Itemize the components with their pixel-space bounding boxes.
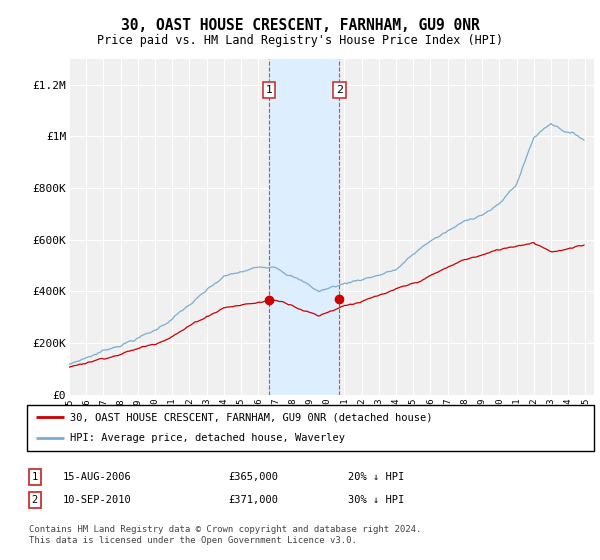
Text: 15-AUG-2006: 15-AUG-2006 bbox=[63, 472, 132, 482]
Text: 30% ↓ HPI: 30% ↓ HPI bbox=[348, 495, 404, 505]
Text: 30, OAST HOUSE CRESCENT, FARNHAM, GU9 0NR: 30, OAST HOUSE CRESCENT, FARNHAM, GU9 0N… bbox=[121, 18, 479, 33]
Text: Contains HM Land Registry data © Crown copyright and database right 2024.
This d: Contains HM Land Registry data © Crown c… bbox=[29, 525, 421, 545]
Text: £371,000: £371,000 bbox=[228, 495, 278, 505]
Text: 1: 1 bbox=[32, 472, 38, 482]
Text: 2: 2 bbox=[336, 85, 343, 95]
FancyBboxPatch shape bbox=[27, 405, 594, 451]
Text: 1: 1 bbox=[266, 85, 272, 95]
Text: £365,000: £365,000 bbox=[228, 472, 278, 482]
Text: 20% ↓ HPI: 20% ↓ HPI bbox=[348, 472, 404, 482]
Text: HPI: Average price, detached house, Waverley: HPI: Average price, detached house, Wave… bbox=[70, 433, 344, 444]
Text: 10-SEP-2010: 10-SEP-2010 bbox=[63, 495, 132, 505]
Text: 30, OAST HOUSE CRESCENT, FARNHAM, GU9 0NR (detached house): 30, OAST HOUSE CRESCENT, FARNHAM, GU9 0N… bbox=[70, 412, 432, 422]
Text: 2: 2 bbox=[32, 495, 38, 505]
Text: Price paid vs. HM Land Registry's House Price Index (HPI): Price paid vs. HM Land Registry's House … bbox=[97, 34, 503, 46]
Bar bbox=[269, 59, 340, 395]
